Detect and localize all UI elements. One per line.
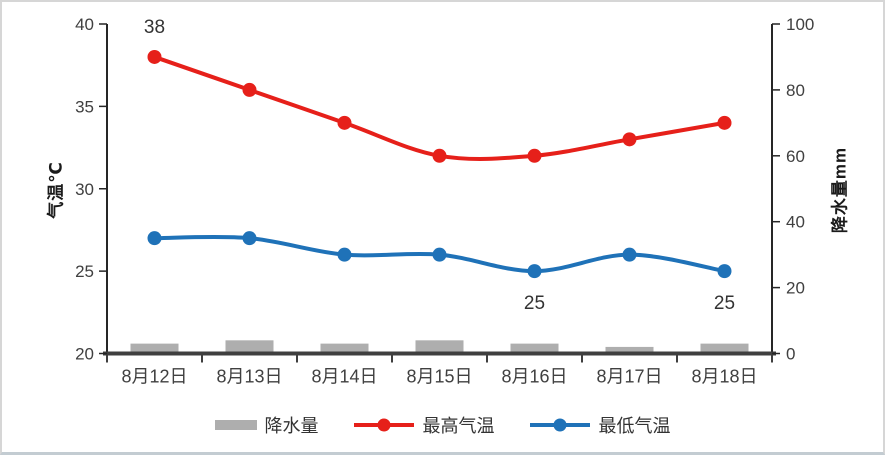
right-axis-tick-label: 0: [786, 345, 795, 364]
max-temp-marker: [432, 148, 447, 163]
left-axis-title: 气温℃: [46, 161, 66, 219]
data-label: 25: [524, 293, 545, 314]
left-axis-tick-label: 35: [75, 97, 94, 116]
left-axis-tick-label: 20: [75, 345, 94, 364]
min-temp-marker: [147, 231, 162, 246]
precipitation-bar: [415, 340, 464, 355]
left-axis-tick-label: 30: [75, 180, 94, 199]
left-axis-tick-label: 25: [75, 262, 94, 281]
x-axis-category-label: 8月16日: [501, 367, 567, 387]
precipitation-bar: [510, 343, 559, 355]
min-temp-marker: [527, 264, 542, 279]
precipitation-bar: [225, 340, 274, 355]
left-axis-tick-label: 40: [75, 15, 94, 34]
right-axis-title: 降水量mm: [830, 146, 850, 234]
x-axis-category-label: 8月12日: [121, 367, 187, 387]
legend: 降水量 最高气温 最低气温: [2, 412, 883, 438]
bar-swatch-icon: [214, 420, 257, 430]
x-axis-category-label: 8月17日: [596, 367, 662, 387]
legend-label-max-temp: 最高气温: [422, 416, 495, 436]
max-temp-marker: [147, 49, 162, 64]
x-axis-category-label: 8月13日: [216, 367, 282, 387]
right-axis-tick-label: 100: [786, 15, 814, 34]
legend-item-max-temp: 最高气温: [353, 412, 495, 438]
max-temp-marker: [717, 115, 732, 130]
legend-item-precipitation: 降水量: [214, 412, 319, 438]
right-axis-tick-label: 60: [786, 147, 805, 166]
min-temp-marker: [242, 231, 257, 246]
right-axis-tick-label: 40: [786, 213, 805, 232]
precipitation-bar: [700, 343, 749, 355]
legend-label-min-temp: 最低气温: [598, 416, 671, 436]
min-temp-marker: [337, 247, 352, 262]
data-label: 38: [144, 17, 165, 38]
min-temp-marker: [717, 264, 732, 279]
precipitation-bar: [320, 343, 369, 355]
max-temp-marker: [337, 115, 352, 130]
x-axis-category-label: 8月15日: [406, 367, 472, 387]
precipitation-bar: [605, 346, 654, 355]
max-temp-line: [152, 54, 727, 161]
x-axis-category-label: 8月18日: [691, 367, 757, 387]
right-axis-tick-label: 20: [786, 279, 805, 298]
min-temp-marker: [432, 247, 447, 262]
max-temp-marker: [622, 132, 637, 147]
legend-item-min-temp: 最低气温: [529, 412, 671, 438]
right-axis-tick-label: 80: [786, 81, 805, 100]
max-temp-marker: [242, 82, 257, 97]
line-marker-swatch-icon: [529, 418, 590, 432]
x-axis-category-label: 8月14日: [311, 367, 377, 387]
data-label: 25: [714, 293, 735, 314]
line-marker-swatch-icon: [353, 418, 414, 432]
precipitation-bar: [130, 343, 179, 355]
legend-label-precipitation: 降水量: [264, 416, 319, 436]
max-temp-marker: [527, 148, 542, 163]
min-temp-marker: [622, 247, 637, 262]
